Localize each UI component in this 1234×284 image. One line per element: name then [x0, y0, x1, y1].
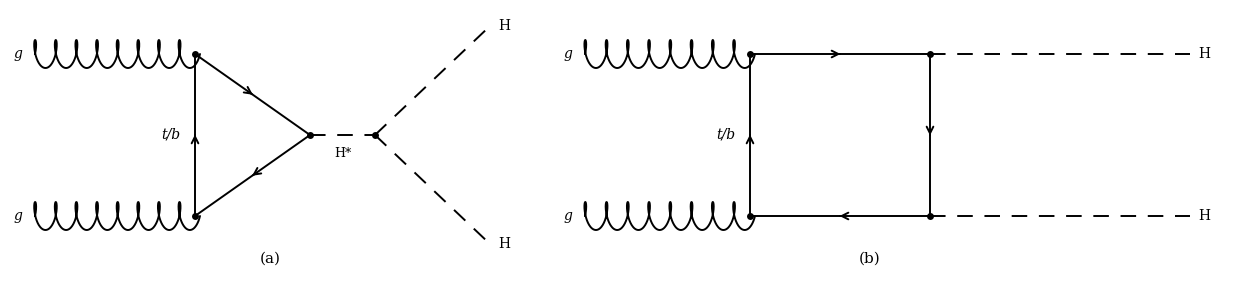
Text: H*: H*	[334, 147, 352, 160]
Text: H: H	[1198, 209, 1211, 223]
Text: g: g	[563, 209, 573, 223]
Text: H: H	[499, 237, 510, 251]
Text: (b): (b)	[859, 252, 881, 266]
Text: H: H	[1198, 47, 1211, 61]
Text: t/b: t/b	[160, 128, 180, 142]
Text: g: g	[14, 47, 22, 61]
Text: t/b: t/b	[716, 128, 735, 142]
Text: g: g	[563, 47, 573, 61]
Text: H: H	[499, 19, 510, 33]
Text: g: g	[14, 209, 22, 223]
Text: (a): (a)	[259, 252, 280, 266]
